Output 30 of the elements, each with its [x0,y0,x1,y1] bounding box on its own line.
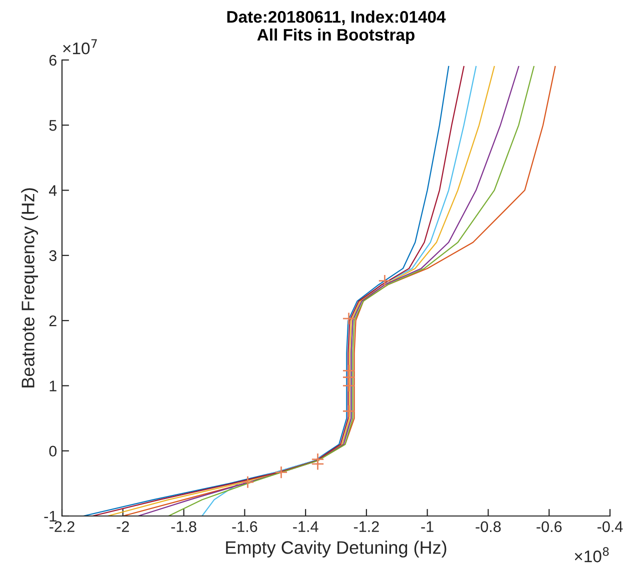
x-tick-label: -0.4 [598,521,623,532]
point [342,404,356,418]
point [342,364,356,378]
x-tick-label: -2 [116,521,129,532]
x-tick-label: -2.2 [50,521,74,532]
y-tick-label: 0 [49,446,57,457]
y-tick-label: 2 [49,315,56,326]
y-tick-label: 1 [50,380,56,392]
y-tick-label: 5 [49,120,56,131]
x-axis-title: Empty Cavity Detuning (Hz) [226,540,446,558]
point [378,274,392,288]
text: ×10$^{7}$ [63,39,97,54]
x-tick-label: -1.6 [232,521,258,532]
y-tick-label: 6 [49,54,56,66]
x-tick-label: -0.6 [536,521,562,532]
point [311,457,324,470]
x-tick-label: -1.4 [293,521,318,532]
y-tick-label: 3 [49,250,56,262]
x-tick-label: -0.8 [476,521,501,532]
y-axis-title: Beatnote Frequency (Hz) [21,188,38,388]
text: ×10$^{8}$ [574,547,609,562]
x-tick-label: -1 [421,521,434,532]
point [342,312,356,326]
y-tick-label: 4 [48,185,57,196]
point [274,466,288,479]
chart-title: Date:20180611, Index:01404 All Fits in Bootstrap [227,10,446,44]
y-tick-label: -1 [44,511,56,522]
x-tick-label: -1.2 [354,521,379,532]
x-tick-label: -1.8 [171,521,196,532]
point [241,476,254,489]
